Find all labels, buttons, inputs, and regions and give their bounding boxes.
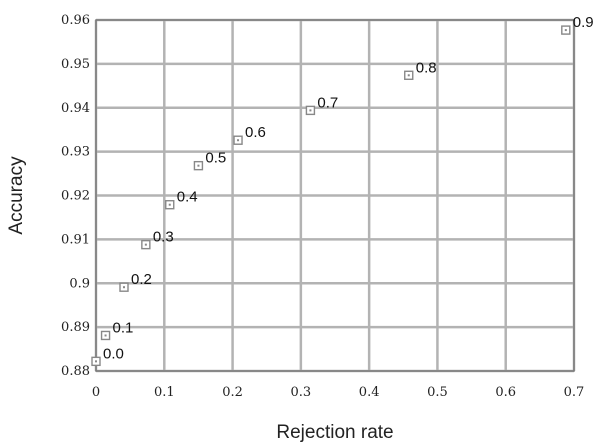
data-point-center bbox=[95, 360, 97, 363]
data-points: 0.0 0.1 0.2 0.3 0.4 0.5 0.6 0.7 0.8 0.9 bbox=[91, 14, 594, 367]
x-tick-label: 0.3 bbox=[291, 385, 312, 400]
data-point-label: 0.5 bbox=[205, 150, 226, 167]
x-tick-label: 0.5 bbox=[427, 385, 448, 400]
y-tick-label: 0.93 bbox=[61, 145, 90, 160]
data-point-center bbox=[144, 243, 147, 246]
data-point-center bbox=[564, 29, 567, 32]
x-tick-label: 0.1 bbox=[154, 385, 175, 400]
x-axis-ticks: 0 0.1 0.2 0.3 0.4 0.5 0.6 0.7 bbox=[92, 385, 584, 400]
data-point-label: 0.7 bbox=[317, 94, 338, 111]
data-point-center bbox=[237, 139, 240, 142]
x-tick-label: 0.4 bbox=[359, 385, 380, 400]
data-point-label: 0.3 bbox=[153, 229, 174, 246]
x-tick-label: 0 bbox=[92, 385, 100, 400]
y-tick-label: 0.9 bbox=[69, 276, 90, 291]
data-point-label: 0.1 bbox=[113, 319, 134, 336]
data-point-center bbox=[104, 334, 107, 337]
data-point-center bbox=[309, 109, 312, 112]
data-point-label: 0.4 bbox=[177, 189, 198, 206]
y-tick-label: 0.94 bbox=[61, 101, 90, 116]
grid-lines bbox=[94, 18, 576, 373]
plot-frame bbox=[95, 19, 575, 372]
data-point-center bbox=[407, 74, 410, 77]
data-point-label: 0.6 bbox=[245, 124, 266, 141]
x-tick-label: 0.7 bbox=[564, 385, 585, 400]
y-axis-ticks: 0.88 0.89 0.9 0.91 0.92 0.93 0.94 0.95 0.96 bbox=[61, 13, 90, 379]
data-point-label: 0.9 bbox=[573, 14, 594, 31]
data-point-center bbox=[197, 164, 200, 167]
data-point-center bbox=[168, 203, 171, 206]
y-tick-label: 0.91 bbox=[61, 232, 90, 247]
x-tick-label: 0.6 bbox=[495, 385, 516, 400]
x-axis-label: Rejection rate bbox=[276, 422, 393, 443]
x-tick-label: 0.2 bbox=[222, 385, 243, 400]
y-axis-label: Accuracy bbox=[6, 156, 27, 235]
data-point-label: 0.0 bbox=[103, 345, 124, 362]
data-point-label: 0.2 bbox=[131, 271, 152, 288]
y-tick-label: 0.92 bbox=[61, 189, 90, 204]
data-point-center bbox=[122, 286, 125, 289]
y-tick-label: 0.89 bbox=[61, 320, 90, 335]
data-point-label: 0.8 bbox=[416, 59, 437, 76]
y-tick-label: 0.95 bbox=[61, 57, 90, 72]
y-tick-label: 0.96 bbox=[61, 13, 90, 28]
y-tick-label: 0.88 bbox=[61, 364, 90, 379]
